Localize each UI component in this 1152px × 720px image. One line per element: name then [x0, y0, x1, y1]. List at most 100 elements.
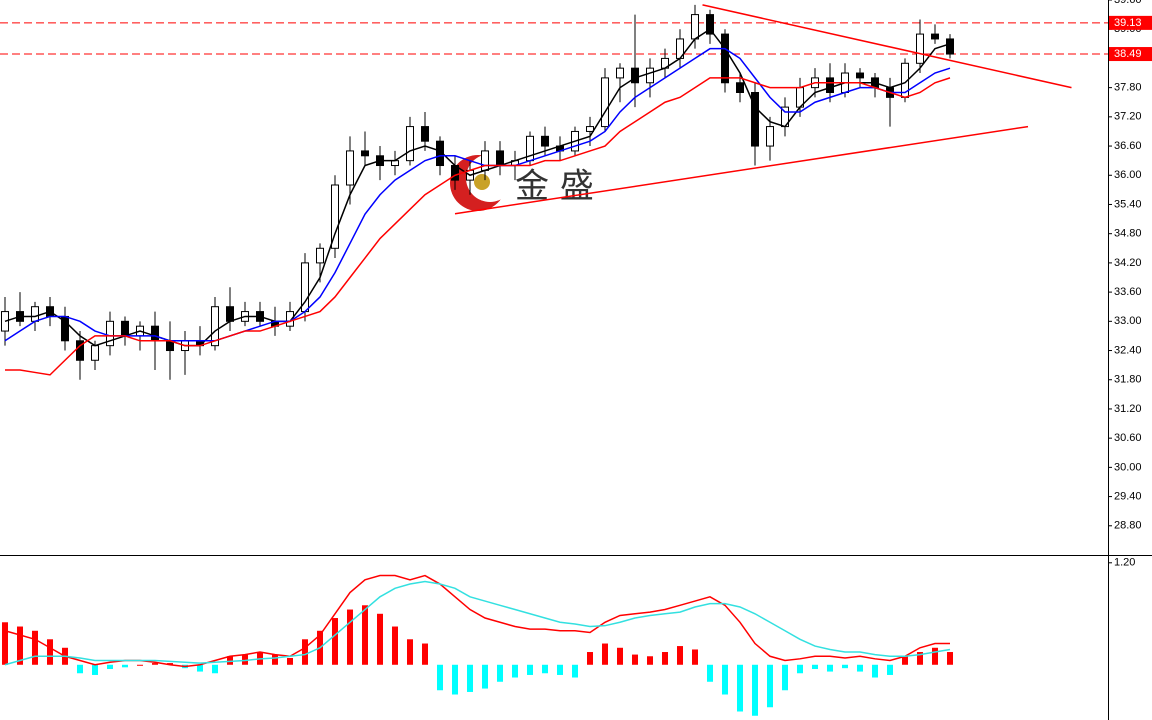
price-label-box: [1109, 47, 1152, 62]
y-tick-label: 32.40: [1114, 344, 1142, 356]
histogram-bar: [287, 657, 293, 665]
histogram-bar: [557, 664, 563, 675]
histogram-bar: [2, 622, 8, 665]
moving-average: [4, 47, 951, 342]
histogram-bar: [347, 609, 353, 665]
candle-body: [766, 126, 774, 147]
histogram-bar: [422, 643, 428, 665]
histogram-bar: [782, 664, 788, 691]
trendline: [454, 125, 1029, 215]
histogram-bar: [152, 663, 158, 665]
histogram-bar: [107, 664, 113, 670]
histogram-bar: [137, 664, 143, 666]
histogram-bar: [212, 664, 218, 674]
candle-body: [601, 77, 609, 128]
y-tick-label: 30.00: [1114, 461, 1142, 473]
histogram-bar: [407, 639, 413, 665]
candle-body: [751, 92, 759, 147]
histogram-bar: [122, 664, 128, 668]
candle-body: [856, 72, 864, 79]
histogram-bar: [497, 664, 503, 682]
watermark-text: 金 盛: [515, 167, 594, 207]
histogram-bar: [722, 664, 728, 695]
histogram-bar: [767, 664, 773, 708]
histogram-bar: [947, 652, 953, 665]
candle-body: [721, 33, 729, 84]
histogram-bar: [512, 664, 518, 678]
histogram-bar: [872, 664, 878, 678]
histogram-bar: [902, 656, 908, 665]
histogram-bar: [662, 652, 668, 665]
histogram-bar: [362, 605, 368, 665]
moving-average: [5, 77, 951, 376]
y-tick-label: 31.20: [1114, 403, 1142, 415]
histogram-bar: [677, 646, 683, 665]
candle-body: [496, 150, 504, 167]
price-label-box: [1109, 15, 1152, 30]
candle-body: [331, 184, 339, 249]
candle-body: [931, 33, 939, 40]
histogram-bar: [542, 664, 548, 674]
y-tick-label: 34.20: [1114, 257, 1142, 269]
y-tick-label: 30.60: [1114, 432, 1142, 444]
candle-body: [826, 77, 834, 93]
candle-body: [121, 320, 129, 337]
candle-body: [406, 126, 414, 162]
price-label: 38.49: [1114, 48, 1142, 60]
candle-body: [706, 14, 714, 35]
histogram-bar: [197, 664, 203, 672]
candle-body: [736, 82, 744, 94]
y-tick-label: 36.60: [1114, 140, 1142, 152]
candle-body: [91, 345, 99, 361]
histogram-bar: [827, 664, 833, 672]
histogram-bar: [467, 664, 473, 692]
histogram-bar: [932, 647, 938, 665]
candle-body: [421, 126, 429, 142]
y-tick-label: 36.00: [1114, 169, 1142, 181]
candle-body: [616, 67, 624, 79]
y-tick-label: 34.80: [1114, 228, 1142, 240]
histogram-bar: [812, 664, 818, 670]
candle-body: [211, 306, 219, 347]
histogram-bar: [167, 663, 173, 665]
histogram-bar: [242, 654, 248, 665]
candle-body: [541, 135, 549, 147]
y-tick-label: 31.80: [1114, 374, 1142, 386]
histogram-bar: [377, 613, 383, 665]
histogram-bar: [92, 664, 98, 675]
histogram-bar: [842, 664, 848, 669]
macd-line: [4, 580, 951, 666]
y-tick-label: 37.20: [1114, 111, 1142, 123]
histogram-bar: [437, 664, 443, 691]
candle-body: [76, 340, 84, 361]
histogram-bar: [797, 664, 803, 674]
histogram-bar: [272, 654, 278, 665]
histogram-bar: [857, 664, 863, 672]
histogram-bar: [617, 647, 623, 665]
y-tick-label: 33.60: [1114, 286, 1142, 298]
histogram-bar: [302, 639, 308, 665]
y-tick-label: 35.40: [1114, 198, 1142, 210]
price-label: 39.13: [1114, 17, 1142, 29]
histogram-bar: [737, 664, 743, 712]
histogram-bar: [227, 656, 233, 665]
y-tick-label: 37.80: [1114, 82, 1142, 94]
histogram-bar: [572, 664, 578, 678]
histogram-bar: [482, 664, 488, 689]
histogram-bar: [47, 639, 53, 665]
candle-body: [31, 306, 39, 322]
candle-body: [646, 67, 654, 84]
candle-body: [346, 150, 354, 186]
y-tick-label: 28.80: [1114, 520, 1142, 532]
histogram-bar: [17, 626, 23, 665]
candle-body: [316, 247, 324, 264]
y-tick-label: 39.60: [1114, 0, 1142, 6]
histogram-bar: [752, 664, 758, 716]
histogram-bar: [452, 664, 458, 695]
histogram-bar: [707, 664, 713, 682]
histogram-bar: [527, 664, 533, 675]
histogram-bar: [887, 664, 893, 675]
histogram-bar: [917, 652, 923, 665]
